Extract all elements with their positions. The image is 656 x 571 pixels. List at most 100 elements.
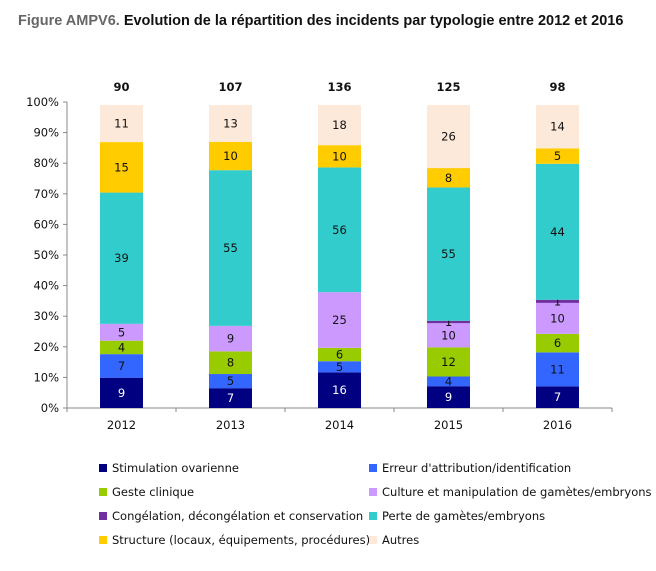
legend-item: Congélation, décongélation et conservati… [99,509,363,523]
bar-segment [536,302,579,334]
bar-segment [100,354,143,378]
bar-segment [318,372,361,408]
segment-value-label: 25 [332,313,347,327]
bar-segment [209,105,252,142]
segment-value-label: 39 [114,251,129,265]
segment-value-label: 55 [223,241,238,255]
legend-item: Erreur d'attribution/identification [369,461,571,475]
segment-value-label: 10 [223,149,238,163]
x-tick-label: 2013 [216,418,245,432]
bar-segment [427,323,470,348]
y-tick-label: 40% [33,279,59,293]
segment-value-label: 1 [445,315,452,329]
segment-value-label: 4 [445,374,452,388]
figure-prefix: Figure AMPV6. [18,13,120,29]
bar-segment [100,377,143,408]
legend-item: Structure (locaux, équipements, procédur… [99,533,370,547]
x-tick-label: 2016 [543,418,572,432]
segment-value-label: 9 [227,332,234,346]
y-tick-label: 20% [33,340,59,354]
bar-segment [536,299,579,303]
segment-value-label: 6 [554,336,561,350]
legend-label: Culture et manipulation de gamètes/embry… [382,485,652,499]
bar-segment [209,141,252,171]
segment-value-label: 8 [227,356,234,370]
bar-segment [318,145,361,168]
y-tick-label: 10% [33,370,59,384]
segment-value-label: 6 [336,348,343,362]
bar-segment [427,187,470,321]
bar-segment [100,323,143,341]
bar-total-label: 90 [113,80,129,94]
segment-value-label: 18 [332,118,347,132]
bar-segment [209,170,252,326]
x-tick-label: 2015 [434,418,463,432]
y-tick-label: 50% [33,248,59,262]
segment-value-label: 10 [441,328,456,342]
y-tick-label: 90% [33,126,59,140]
y-tick-label: 30% [33,309,59,323]
segment-value-label: 14 [550,120,565,134]
bar-segment [100,340,143,355]
bar-segment [318,105,361,146]
bar-total-label: 107 [218,80,242,94]
y-tick-label: 60% [33,217,59,231]
x-tick-label: 2014 [325,418,354,432]
segment-value-label: 7 [554,390,561,404]
bar-segment [100,105,143,143]
segment-value-label: 55 [441,247,456,261]
bar-total-label: 125 [436,80,460,94]
chart-title: Figure AMPV6. Evolution de la répartitio… [18,13,623,29]
segment-value-label: 7 [118,359,125,373]
segment-value-label: 11 [550,362,565,376]
y-tick-label: 100% [26,95,59,109]
segment-value-label: 12 [441,355,456,369]
segment-value-label: 44 [550,225,565,239]
legend-label: Structure (locaux, équipements, procédur… [112,533,371,547]
bar-segment [536,352,579,387]
bar-segment [427,347,470,377]
legend-label: Geste clinique [112,485,195,499]
bar-segment [427,168,470,188]
bar-segment [209,351,252,375]
segment-value-label: 15 [114,160,129,174]
legend-label: Congélation, décongélation et conservati… [112,509,364,523]
segment-value-label: 11 [114,117,129,131]
bar-segment [536,148,579,164]
x-tick-label: 2012 [107,418,136,432]
legend-item: Autres [369,533,419,547]
legend-label: Stimulation ovarienne [112,461,239,475]
bar-segment [318,347,361,362]
bar-total-label: 136 [327,80,351,94]
legend-swatch [99,464,107,472]
segment-value-label: 7 [227,391,234,405]
segment-value-label: 10 [332,149,347,163]
legend-swatch [99,488,107,496]
legend-swatch [369,536,377,544]
bar-segment [100,142,143,193]
legend-swatch [369,488,377,496]
bar-segment [536,163,579,300]
segment-value-label: 56 [332,223,347,237]
segment-value-label: 5 [118,325,125,339]
segment-value-label: 5 [227,374,234,388]
legend-item: Geste clinique [99,485,194,499]
segment-value-label: 10 [550,311,565,325]
legend-label: Autres [382,533,420,547]
bar-segment [427,376,470,387]
bar-segment [427,386,470,408]
legend-swatch [99,512,107,520]
legend-swatch [369,512,377,520]
segment-value-label: 4 [118,340,125,354]
segment-value-label: 5 [336,360,343,374]
segment-value-label: 13 [223,116,238,130]
segment-value-label: 5 [554,149,561,163]
segment-value-label: 26 [441,130,456,144]
legend-item: Culture et manipulation de gamètes/embry… [369,485,652,499]
bar-segment [427,105,470,169]
figure-title-text: Evolution de la répartition des incident… [119,13,624,29]
bar-segment [427,320,470,324]
y-tick-label: 80% [33,156,59,170]
legend-label: Perte de gamètes/embryons [382,509,546,523]
